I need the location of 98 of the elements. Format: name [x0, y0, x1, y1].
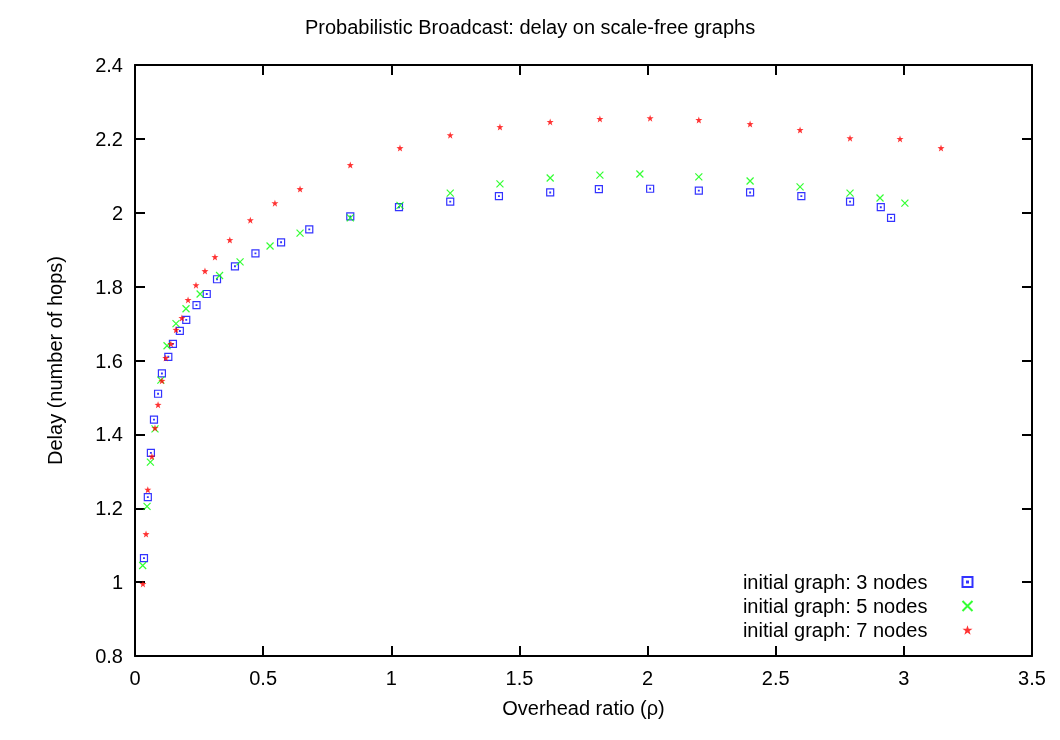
- point: [795, 182, 805, 191]
- point: [178, 314, 186, 322]
- point: [271, 199, 279, 207]
- point: [446, 131, 454, 139]
- point: [745, 176, 755, 186]
- x-tick-label: 1: [385, 667, 397, 689]
- y-tick-label: 1.8: [95, 275, 123, 298]
- point: [797, 192, 806, 201]
- point: [139, 580, 147, 588]
- point: [202, 289, 211, 299]
- point: [211, 253, 219, 261]
- point: [184, 296, 192, 304]
- y-tick-label: 1.4: [95, 423, 123, 446]
- point: [594, 185, 603, 194]
- point: [546, 188, 555, 197]
- point: [139, 554, 149, 563]
- point: [305, 225, 314, 234]
- point: [495, 179, 505, 189]
- point: [900, 199, 909, 208]
- point: [154, 401, 162, 409]
- point: [845, 189, 855, 198]
- point: [845, 197, 855, 206]
- point: [876, 203, 885, 212]
- point: [153, 389, 163, 398]
- point: [396, 144, 404, 152]
- x-axis-title: Overhead ratio (ρ): [502, 697, 665, 719]
- point: [937, 144, 945, 152]
- point: [149, 415, 159, 424]
- y-tick-label: 1: [111, 571, 123, 594]
- point: [496, 123, 504, 131]
- point: [635, 169, 644, 179]
- point: [171, 319, 181, 328]
- point: [235, 257, 245, 266]
- point: [215, 271, 224, 280]
- point: [446, 197, 455, 206]
- point: [745, 188, 755, 197]
- point: [296, 185, 304, 193]
- point: [143, 493, 152, 502]
- x-tick-label: 3.5: [1018, 667, 1046, 689]
- x-tick-label: 0.5: [249, 667, 278, 689]
- point: [162, 341, 172, 350]
- point: [646, 184, 655, 193]
- x-tick-label: 2: [642, 667, 654, 689]
- point: [201, 267, 209, 275]
- point: [146, 448, 155, 457]
- point: [175, 326, 184, 336]
- x-tick-label: 3: [898, 667, 910, 689]
- point: [446, 189, 455, 198]
- point: [746, 120, 754, 128]
- chart-title: Probabilistic Broadcast: delay on scale-free graphs: [304, 16, 756, 38]
- point: [646, 114, 654, 122]
- point: [546, 173, 555, 183]
- point: [875, 193, 885, 203]
- point: [138, 561, 147, 570]
- x-tick-label: 1.5: [505, 667, 534, 689]
- point: [886, 213, 896, 223]
- legend-label: initial graph: 3 nodes: [742, 571, 928, 593]
- point: [246, 216, 254, 224]
- point: [181, 304, 191, 313]
- point: [695, 116, 703, 124]
- point: [192, 300, 201, 310]
- legend-label: initial graph: 5 nodes: [742, 595, 928, 617]
- y-tick-label: 2: [111, 201, 123, 224]
- y-tick-label: 2.2: [95, 127, 123, 150]
- point: [494, 192, 504, 201]
- point: [295, 228, 305, 238]
- point: [230, 262, 240, 271]
- point: [546, 118, 554, 126]
- point: [144, 486, 152, 494]
- point: [157, 369, 167, 378]
- point: [212, 275, 222, 284]
- point: [226, 236, 234, 244]
- point: [251, 249, 260, 258]
- y-tick-label: 0.8: [95, 645, 123, 667]
- point: [796, 126, 804, 134]
- point: [196, 289, 205, 299]
- point: [142, 502, 152, 511]
- point: [276, 238, 286, 247]
- point: [596, 115, 604, 123]
- point: [142, 530, 150, 538]
- y-tick-label: 1.6: [95, 349, 123, 372]
- point: [846, 134, 854, 142]
- x-tick-label: 2.5: [761, 667, 790, 689]
- y-tick-label: 2.4: [95, 54, 123, 76]
- y-axis-title: Delay (number of hops): [44, 256, 66, 465]
- point: [595, 170, 604, 180]
- point: [172, 326, 180, 334]
- point: [896, 135, 904, 143]
- point: [182, 315, 191, 324]
- point: [694, 186, 703, 195]
- point: [346, 161, 354, 169]
- point: [192, 281, 200, 289]
- point: [265, 241, 275, 251]
- point: [694, 172, 703, 182]
- point: [146, 457, 155, 467]
- x-tick-label: 0: [129, 667, 141, 689]
- legend-label: initial graph: 7 nodes: [742, 619, 928, 641]
- y-tick-label: 1.2: [95, 497, 123, 520]
